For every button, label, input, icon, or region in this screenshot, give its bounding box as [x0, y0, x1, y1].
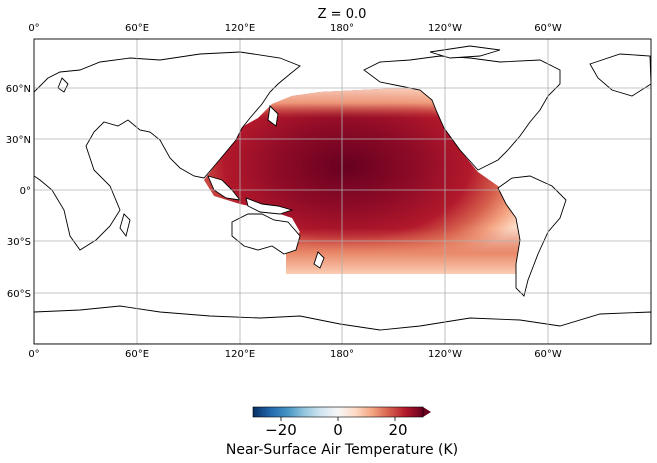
colorbar-extend-arrow: [423, 407, 431, 417]
bottom-lon-label: 120°W: [428, 349, 462, 360]
bottom-lon-label: 60°W: [534, 349, 562, 360]
lat-label: 30°N: [6, 135, 31, 146]
lat-labels: 60°N 30°N 0° 30°S 60°S: [6, 84, 31, 300]
coastlines: [34, 45, 651, 344]
bottom-lon-labels: 0° 60°E 120°E 180° 120°W 60°W: [28, 349, 562, 360]
bottom-lon-label: 0°: [28, 349, 39, 360]
lat-label: 30°S: [7, 237, 31, 248]
lat-label: 0°: [20, 186, 31, 197]
top-lon-label: 120°W: [428, 23, 462, 34]
bottom-lon-label: 120°E: [225, 349, 255, 360]
top-lon-label: 120°E: [225, 23, 255, 34]
figure-title: Z = 0.0: [318, 7, 367, 22]
map-axes: [34, 39, 651, 344]
colorbar-tick: 0: [333, 421, 343, 439]
colorbar: −20 0 20 Near-Surface Air Temperature (K…: [226, 406, 458, 458]
top-lon-label: 60°E: [125, 23, 149, 34]
lat-label: 60°S: [7, 289, 31, 300]
lat-label: 60°N: [6, 84, 31, 95]
top-lon-label: 0°: [28, 23, 39, 34]
top-lon-label: 60°W: [534, 23, 562, 34]
colorbar-tick: 20: [388, 421, 407, 439]
bottom-lon-label: 60°E: [125, 349, 149, 360]
colorbar-gradient: [253, 407, 423, 417]
colorbar-tick: −20: [265, 421, 297, 439]
top-lon-label: 180°: [330, 23, 354, 34]
gridlines: [34, 39, 651, 344]
temperature-field: [204, 88, 522, 274]
top-lon-labels: 0° 60°E 120°E 180° 120°W 60°W: [28, 23, 562, 34]
map-frame: [33, 38, 652, 345]
bottom-lon-label: 180°: [330, 349, 354, 360]
colorbar-label: Near-Surface Air Temperature (K): [226, 442, 458, 458]
